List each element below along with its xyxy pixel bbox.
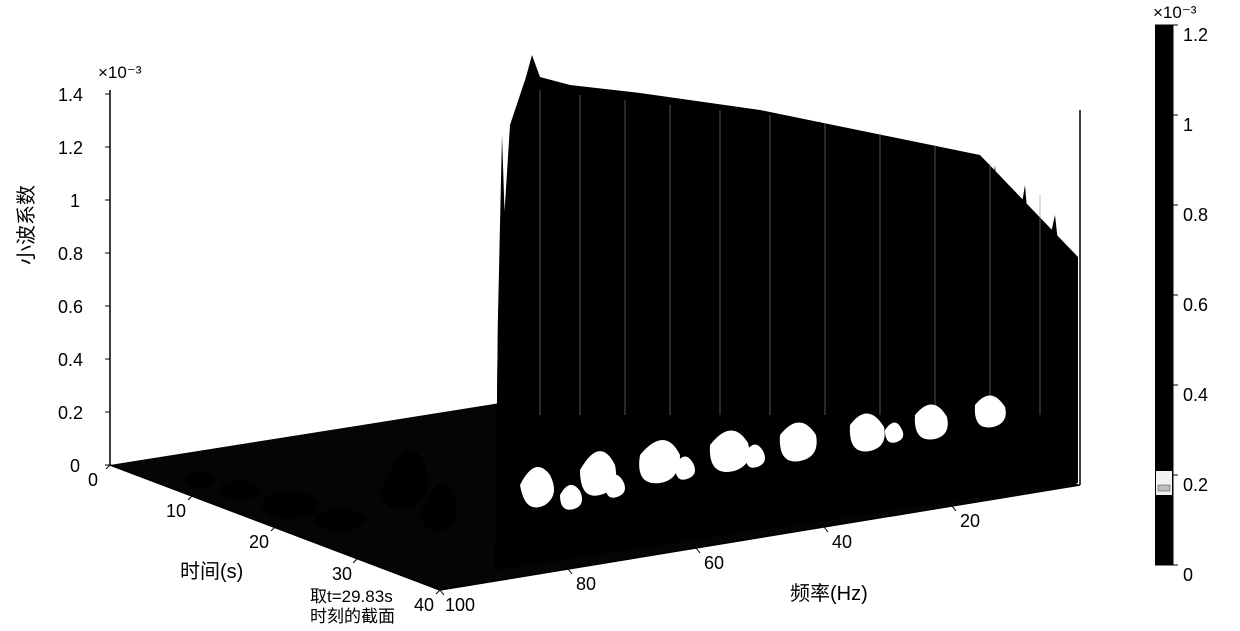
- f-tick-100: 100: [445, 595, 475, 616]
- colorbar: ×10⁻³ 0 0.2 0.4 0.6 0.8 1 1.2: [1155, 15, 1200, 585]
- cb-tick-0p6: 0.6: [1183, 295, 1208, 316]
- freq-axis-label: 频率(Hz): [790, 577, 868, 606]
- annotation-line1: 取t=29.83s: [310, 587, 393, 606]
- time-axis-label: 时间(s): [180, 555, 243, 584]
- z-tick-0: 0: [70, 456, 80, 477]
- cb-tick-0: 0: [1183, 565, 1193, 586]
- annotation-line2: 时刻的截面: [310, 607, 395, 626]
- f-tick-60: 60: [704, 553, 724, 574]
- t-tick-30: 30: [332, 564, 352, 585]
- cb-tick-0p4: 0.4: [1183, 385, 1208, 406]
- z-tick-1p2: 1.2: [58, 138, 83, 159]
- section-annotation: 取t=29.83s 时刻的截面: [310, 587, 395, 626]
- z-tick-0p4: 0.4: [58, 350, 83, 371]
- cb-tick-1p2: 1.2: [1183, 25, 1208, 46]
- cb-tick-1: 1: [1183, 115, 1193, 136]
- t-tick-0: 0: [88, 470, 98, 491]
- z-tick-0p8: 0.8: [58, 244, 83, 265]
- z-tick-1: 1: [70, 191, 80, 212]
- z-axis-label: 小波系数: [10, 185, 39, 265]
- f-tick-80: 80: [576, 574, 596, 595]
- z-tick-0p2: 0.2: [58, 403, 83, 424]
- chart-svg: [40, 15, 1100, 615]
- t-tick-20: 20: [249, 532, 269, 553]
- wavelet-3d-chart: ×10⁻³ 0 0.2 0.4 0.6 0.8 1 1.2 1.4 小波系数 0…: [40, 15, 1100, 615]
- cb-tick-0p8: 0.8: [1183, 205, 1208, 226]
- cb-tick-0p2: 0.2: [1183, 475, 1208, 496]
- z-tick-1p4: 1.4: [58, 85, 83, 106]
- t-tick-10: 10: [166, 501, 186, 522]
- f-tick-20: 20: [960, 511, 980, 532]
- z-tick-0p6: 0.6: [58, 297, 83, 318]
- z-axis-exponent: ×10⁻³: [98, 63, 141, 83]
- t-tick-40: 40: [414, 595, 434, 616]
- f-tick-40: 40: [832, 532, 852, 553]
- colorbar-exponent: ×10⁻³: [1153, 3, 1196, 23]
